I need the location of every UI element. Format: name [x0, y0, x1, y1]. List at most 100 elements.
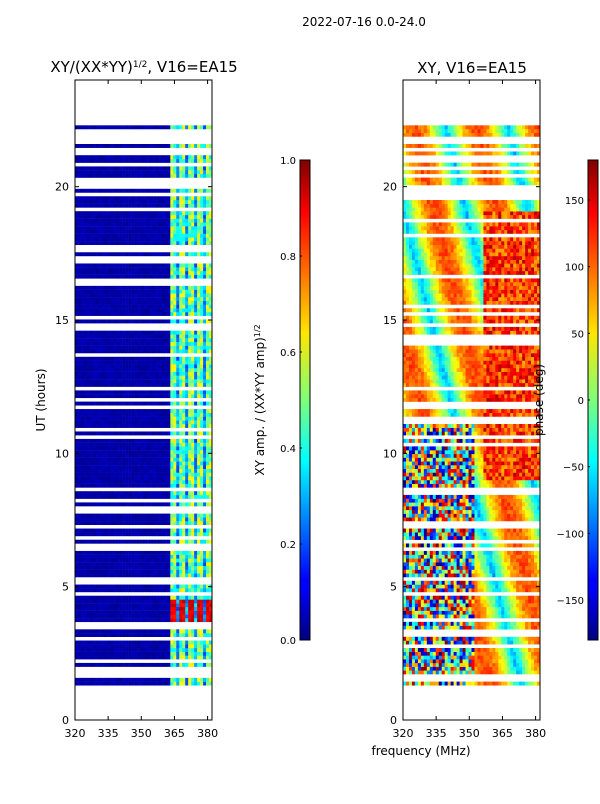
heatmap-cell: [146, 357, 149, 361]
heatmap-cell: [528, 682, 531, 686]
heatmap-cell: [144, 319, 147, 323]
heatmap-cell: [114, 476, 117, 480]
heatmap-cell: [96, 155, 99, 159]
heatmap-cell: [114, 301, 117, 305]
heatmap-cell: [170, 267, 173, 271]
heatmap-cell: [194, 521, 197, 525]
heatmap-cell: [176, 529, 179, 533]
heatmap-cell: [129, 159, 132, 163]
heatmap-cell: [102, 450, 105, 454]
heatmap-cell: [203, 357, 206, 361]
heatmap-cell: [206, 308, 209, 312]
heatmap-cell: [102, 491, 105, 495]
heatmap-cell: [200, 469, 203, 473]
heatmap-cell: [102, 170, 105, 174]
heatmap-cell: [170, 331, 173, 335]
heatmap-cell: [197, 502, 200, 506]
heatmap-cell: [120, 155, 123, 159]
heatmap-cell: [173, 390, 176, 394]
heatmap-cell: [99, 372, 102, 376]
heatmap-cell: [81, 174, 84, 178]
heatmap-cell: [123, 293, 126, 297]
heatmap-cell: [206, 390, 209, 394]
heatmap-cell: [445, 667, 448, 671]
heatmap-cell: [194, 125, 197, 129]
heatmap-cell: [203, 241, 206, 245]
heatmap-cell: [99, 476, 102, 480]
heatmap-cell: [90, 308, 93, 312]
heatmap-cell: [161, 290, 164, 294]
heatmap-cell: [176, 644, 179, 648]
heatmap-cell: [123, 588, 126, 592]
heatmap-cell: [138, 439, 141, 443]
heatmap-cell: [164, 614, 167, 618]
heatmap-cell: [152, 607, 155, 611]
heatmap-cell: [84, 458, 87, 462]
heatmap-cell: [141, 473, 144, 477]
heatmap-cell: [182, 331, 185, 335]
heatmap-cell: [185, 144, 188, 148]
heatmap-cell: [108, 614, 111, 618]
heatmap-cell: [197, 614, 200, 618]
heatmap-cell: [114, 234, 117, 238]
heatmap-cell: [123, 517, 126, 521]
heatmap-cell: [185, 633, 188, 637]
heatmap-cell: [158, 263, 161, 267]
heatmap-cell: [206, 237, 209, 241]
heatmap-cell: [135, 166, 138, 170]
heatmap-cell: [132, 413, 135, 417]
heatmap-cell: [135, 357, 138, 361]
heatmap-cell: [173, 174, 176, 178]
heatmap-cell: [203, 402, 206, 406]
heatmap-cell: [90, 290, 93, 294]
heatmap-cell: [144, 629, 147, 633]
heatmap-cell: [87, 342, 90, 346]
heatmap-cell: [90, 480, 93, 484]
heatmap-cell: [149, 402, 152, 406]
heatmap-cell: [84, 375, 87, 379]
heatmap-cell: [132, 263, 135, 267]
heatmap-cell: [200, 364, 203, 368]
heatmap-cell: [114, 540, 117, 544]
heatmap-cell: [129, 334, 132, 338]
heatmap-cell: [90, 305, 93, 309]
heatmap-cell: [105, 215, 108, 219]
y-tick-label: 20: [55, 181, 69, 194]
heatmap-cell: [161, 417, 164, 421]
heatmap-cell: [185, 431, 188, 435]
heatmap-cell: [164, 607, 167, 611]
heatmap-cell: [474, 682, 477, 686]
heatmap-cell: [99, 633, 102, 637]
heatmap-cell: [185, 491, 188, 495]
heatmap-cell: [173, 473, 176, 477]
heatmap-cell: [126, 349, 129, 353]
heatmap-cell: [179, 562, 182, 566]
heatmap-cell: [146, 390, 149, 394]
heatmap-cell: [161, 305, 164, 309]
heatmap-cell: [179, 189, 182, 193]
heatmap-cell: [155, 293, 158, 297]
heatmap-cell: [87, 678, 90, 682]
heatmap-cell: [173, 532, 176, 536]
heatmap-cell: [480, 670, 483, 674]
heatmap-cell: [138, 540, 141, 544]
heatmap-cell: [99, 596, 102, 600]
heatmap-cell: [117, 678, 120, 682]
heatmap-cell: [87, 551, 90, 555]
heatmap-cell: [141, 596, 144, 600]
heatmap-cell: [176, 555, 179, 559]
heatmap-cell: [203, 521, 206, 525]
heatmap-cell: [161, 342, 164, 346]
heatmap-cell: [123, 558, 126, 562]
heatmap-cell: [144, 200, 147, 204]
heatmap-cell: [141, 189, 144, 193]
heatmap-cell: [179, 204, 182, 208]
heatmap-cell: [81, 431, 84, 435]
heatmap-cell: [206, 200, 209, 204]
heatmap-cell: [90, 446, 93, 450]
heatmap-cell: [84, 305, 87, 309]
heatmap-cell: [123, 514, 126, 518]
heatmap-cell: [87, 230, 90, 234]
colorbar-tick-label: 0.4: [280, 444, 296, 455]
heatmap-cell: [126, 420, 129, 424]
